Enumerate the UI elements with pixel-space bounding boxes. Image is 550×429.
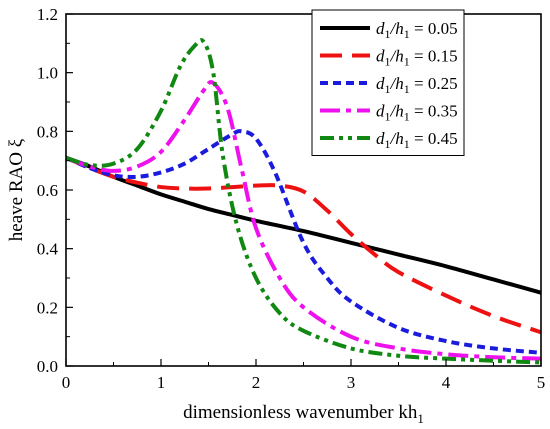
tick-labels: 0 1 2 3 4 5 0.0 0.2 0.4 0.6 0.8 1.0 1.2 (37, 5, 546, 392)
axis-ticks (65, 13, 542, 367)
legend: d1/h1 = 0.05 d1/h1 = 0.15 d1/h1 = 0.25 d1/h… (311, 9, 465, 156)
series-line-5 (65, 38, 542, 365)
legend-label: d1/h1 = 0.35 (376, 102, 458, 124)
x-tick-label: 2 (252, 373, 261, 392)
x-tick-label: 0 (62, 373, 71, 392)
y-tick-label: 1.2 (37, 5, 58, 24)
x-axis-label-text: dimensionless wavenumber kh (183, 402, 418, 423)
legend-label: d1/h1 = 0.05 (376, 19, 458, 41)
y-axis-label: heave RAO ξ (6, 138, 27, 241)
y-tick-label: 0.8 (37, 122, 58, 141)
y-tick-label: 1.0 (37, 64, 58, 83)
legend-label: d1/h1 = 0.15 (376, 47, 458, 69)
legend-item: d1/h1 = 0.35 (320, 102, 458, 124)
y-tick-label: 0.2 (37, 298, 58, 317)
x-axis-label-subscript: 1 (417, 411, 424, 426)
series-line-3 (65, 129, 542, 355)
series-line-2 (65, 155, 542, 335)
legend-item: d1/h1 = 0.15 (320, 47, 458, 69)
series-line-1 (65, 155, 542, 295)
y-tick-label: 0.4 (37, 240, 59, 259)
x-tick-label: 5 (537, 373, 546, 392)
series-line-4 (65, 80, 542, 361)
y-tick-label: 0.6 (37, 181, 58, 200)
plot-lines (65, 38, 542, 365)
x-axis-label: dimensionless wavenumber kh1 (183, 402, 424, 426)
legend-item: d1/h1 = 0.05 (320, 19, 458, 41)
x-tick-label: 3 (347, 373, 356, 392)
legend-item: d1/h1 = 0.45 (320, 129, 458, 151)
legend-label: d1/h1 = 0.45 (376, 129, 458, 151)
x-tick-label: 4 (442, 373, 451, 392)
y-tick-label: 0.0 (37, 357, 58, 376)
x-tick-label: 1 (157, 373, 166, 392)
legend-label: d1/h1 = 0.25 (376, 74, 458, 96)
legend-item: d1/h1 = 0.25 (320, 74, 458, 96)
